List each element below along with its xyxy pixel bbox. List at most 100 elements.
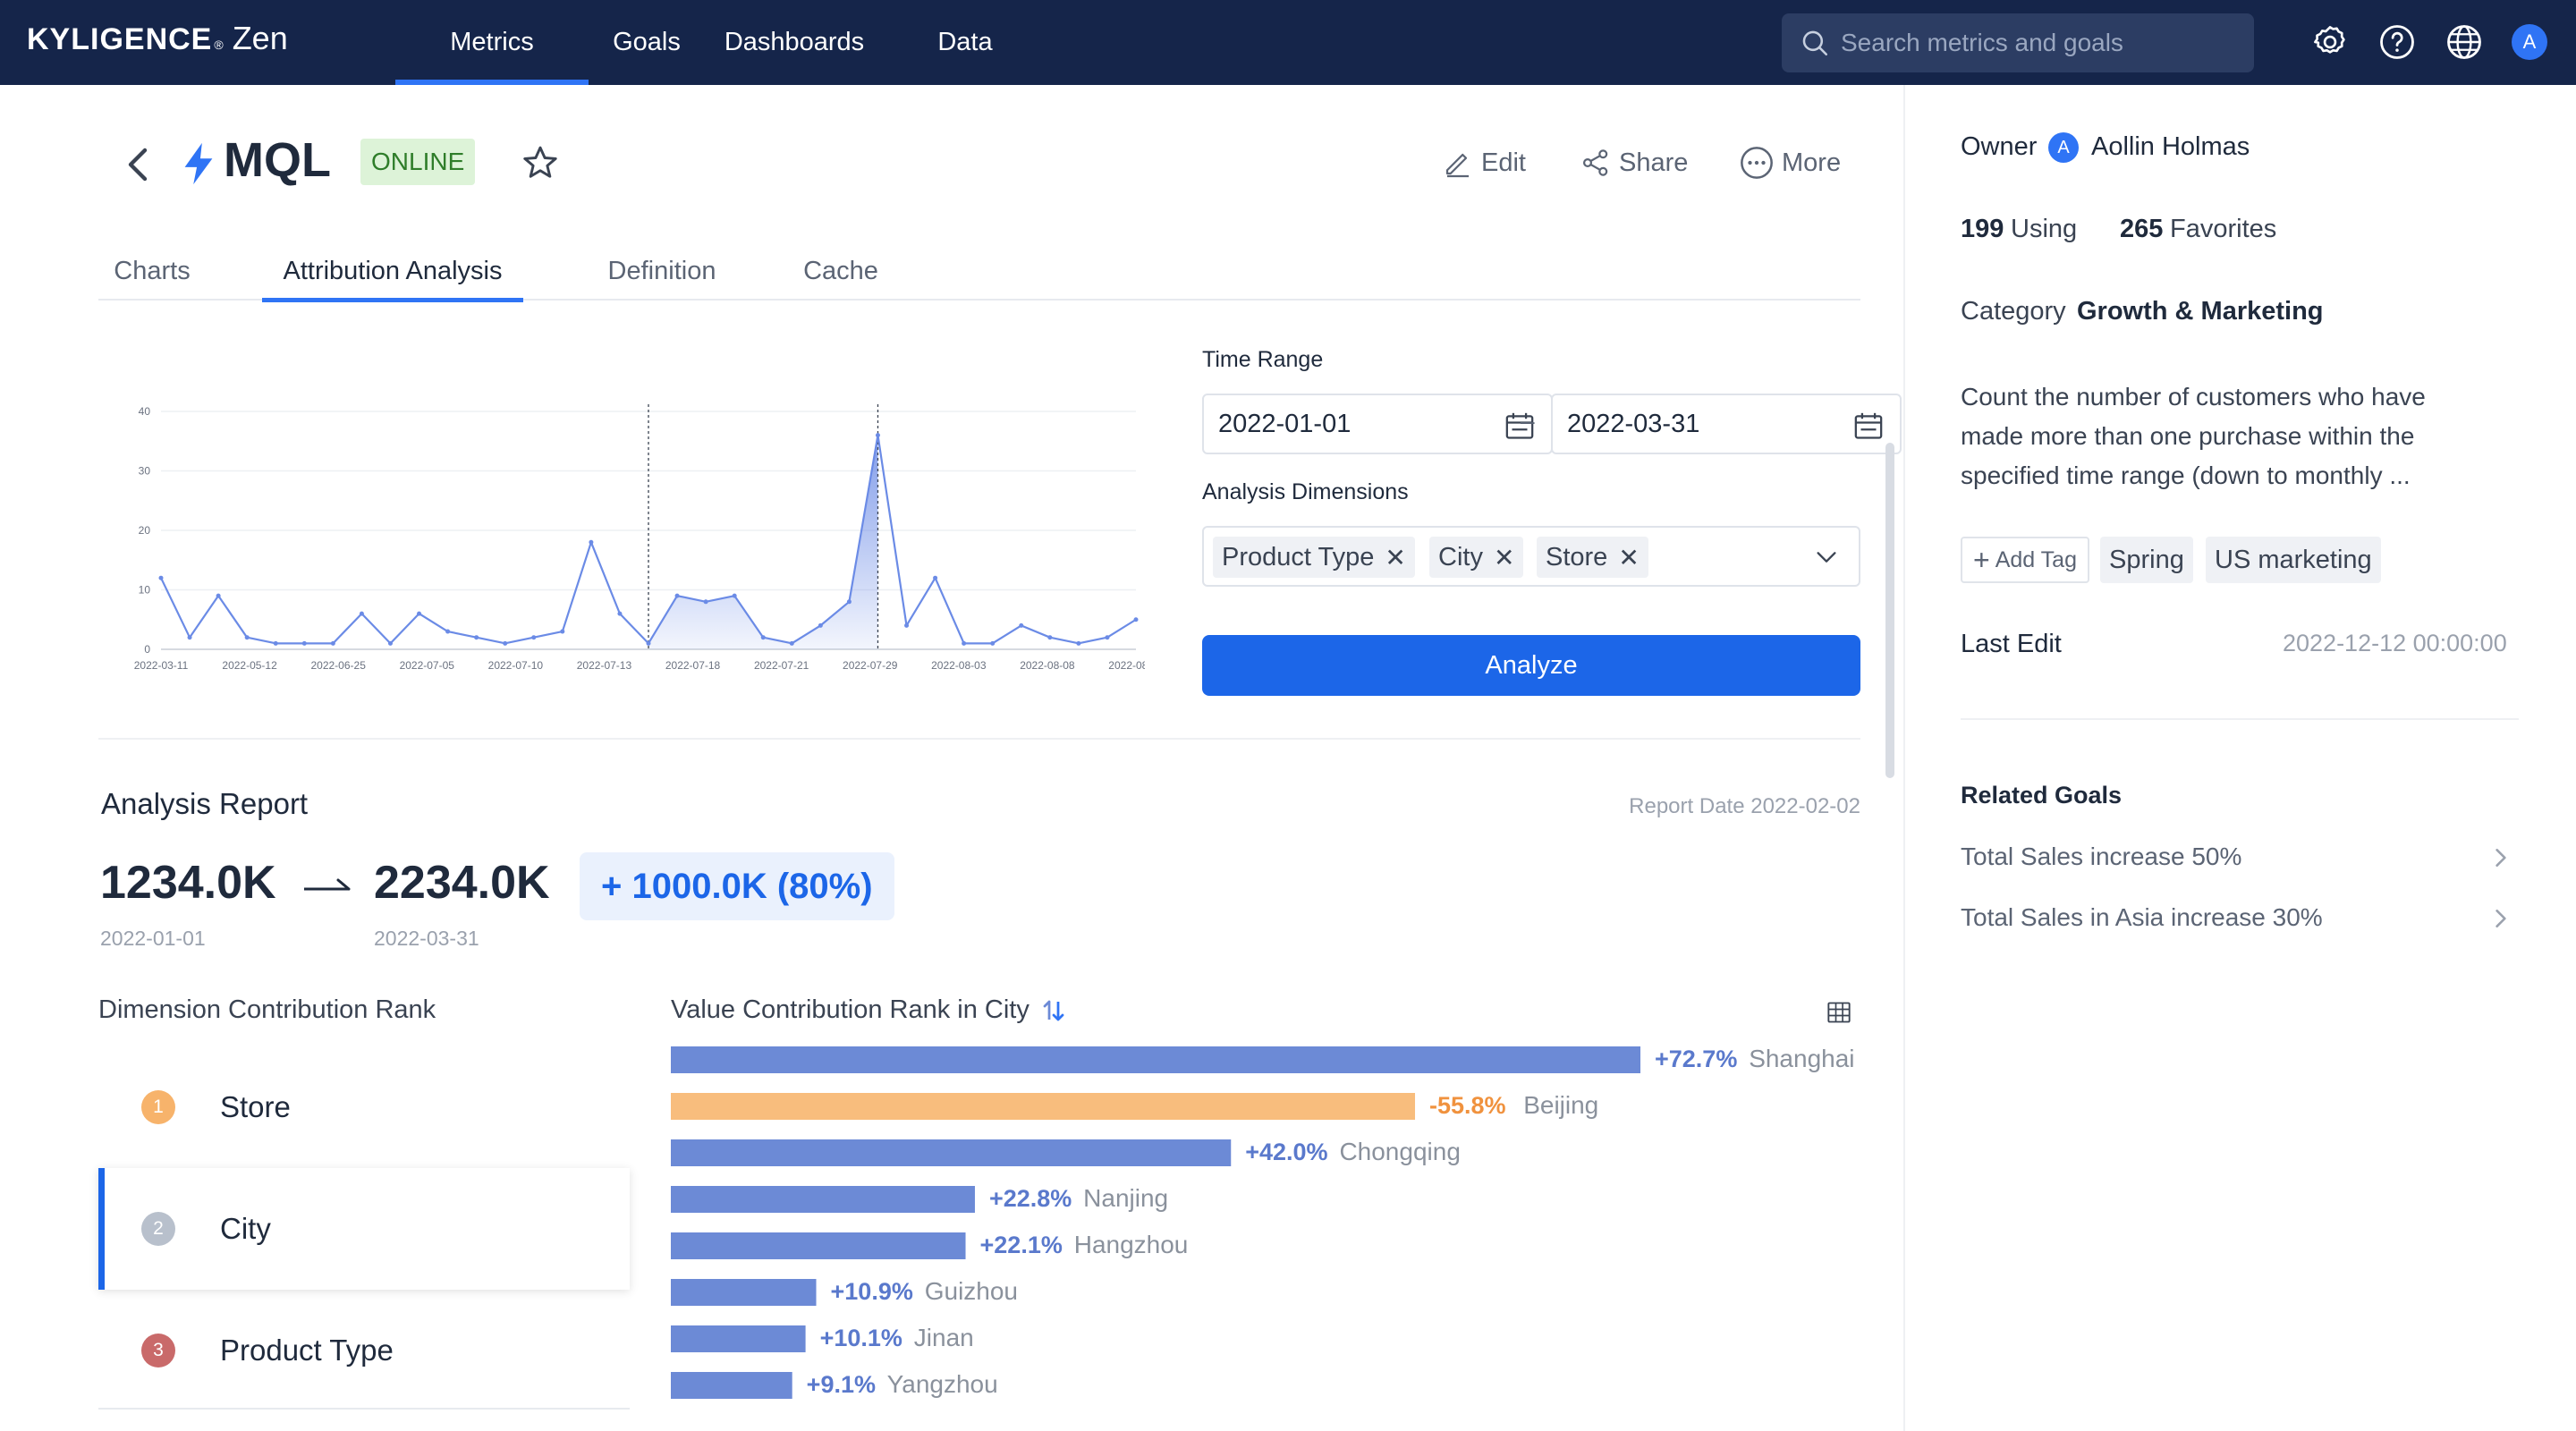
rank-label: Product Type bbox=[220, 1334, 394, 1367]
data-point[interactable] bbox=[818, 622, 823, 628]
edit-button[interactable]: Edit bbox=[1442, 143, 1526, 182]
add-tag-button[interactable]: + Add Tag bbox=[1961, 537, 2089, 583]
table-view-icon[interactable] bbox=[1826, 1000, 1852, 1025]
to-value: 2234.0K bbox=[374, 857, 550, 909]
tab-charts[interactable]: Charts bbox=[114, 256, 191, 285]
data-point[interactable] bbox=[503, 640, 508, 646]
contribution-bar[interactable] bbox=[671, 1279, 817, 1306]
search-input[interactable] bbox=[1841, 29, 2234, 57]
chevron-down-icon[interactable] bbox=[1814, 547, 1839, 567]
more-button[interactable]: More bbox=[1739, 143, 1841, 182]
dimensions-multiselect[interactable]: Product Type ✕ City ✕ Store ✕ bbox=[1202, 526, 1860, 587]
gear-icon[interactable] bbox=[2311, 23, 2349, 61]
x-tick-label: 2022-05-12 bbox=[222, 659, 277, 672]
trend-line-chart[interactable]: 0 10 20 30 40 2022-03-11 2022-05-12 2022-06-25 2… bbox=[134, 394, 1145, 680]
remove-tag-icon[interactable]: ✕ bbox=[1618, 543, 1640, 572]
end-date-picker[interactable]: 2022-03-31 bbox=[1551, 394, 1902, 454]
data-point[interactable] bbox=[1047, 635, 1053, 640]
data-point[interactable] bbox=[1019, 622, 1024, 628]
tab-bar: Charts Attribution Analysis Definition C… bbox=[98, 241, 1860, 302]
data-point[interactable] bbox=[789, 640, 794, 646]
favorite-star-icon[interactable] bbox=[521, 143, 560, 182]
related-goals-title: Related Goals bbox=[1961, 782, 2123, 809]
metric-description: Count the number of customers who have m… bbox=[1961, 383, 2426, 489]
help-icon[interactable] bbox=[2378, 23, 2416, 61]
change-badge: + 1000.0K (80%) bbox=[580, 852, 894, 920]
contribution-bar[interactable] bbox=[671, 1186, 975, 1213]
remove-tag-icon[interactable]: ✕ bbox=[1493, 543, 1515, 572]
data-point[interactable] bbox=[962, 640, 967, 646]
nav-data[interactable]: Data bbox=[937, 28, 993, 56]
sidebar-divider bbox=[1961, 718, 2519, 720]
data-point[interactable] bbox=[560, 629, 565, 634]
tag-spring[interactable]: Spring bbox=[2100, 537, 2193, 583]
rank-item-city[interactable]: 2 City bbox=[98, 1168, 630, 1290]
data-point[interactable] bbox=[846, 599, 852, 605]
tab-attribution-analysis[interactable]: Attribution Analysis bbox=[262, 241, 523, 302]
data-point[interactable] bbox=[301, 640, 307, 646]
data-point[interactable] bbox=[330, 640, 335, 646]
nav-goals[interactable]: Goals bbox=[613, 28, 681, 56]
dimension-tag-label: City bbox=[1438, 542, 1483, 572]
tag-us-marketing[interactable]: US marketing bbox=[2206, 537, 2381, 583]
nav-metrics[interactable]: Metrics bbox=[395, 0, 589, 85]
bar-value-label: +10.9% bbox=[831, 1278, 913, 1305]
contribution-bar[interactable] bbox=[671, 1372, 792, 1399]
data-point[interactable] bbox=[703, 599, 708, 605]
related-goal-item[interactable]: Total Sales in Asia increase 30% bbox=[1961, 896, 2519, 939]
bar-value-label: -55.8% bbox=[1429, 1092, 1506, 1119]
data-point[interactable] bbox=[387, 640, 393, 646]
x-tick-label: 2022-08-12 bbox=[1108, 659, 1145, 672]
data-point[interactable] bbox=[760, 635, 766, 640]
remove-tag-icon[interactable]: ✕ bbox=[1385, 543, 1406, 572]
sort-icon[interactable] bbox=[1040, 997, 1067, 1024]
related-goal-item[interactable]: Total Sales increase 50% bbox=[1961, 835, 2519, 878]
user-avatar[interactable]: A bbox=[2512, 24, 2547, 60]
data-point[interactable] bbox=[1076, 640, 1081, 646]
data-point[interactable] bbox=[244, 635, 250, 640]
app-logo[interactable]: KYLIGENCE ® Zen bbox=[27, 20, 288, 66]
data-point[interactable] bbox=[158, 575, 164, 580]
tab-definition[interactable]: Definition bbox=[607, 256, 716, 285]
contribution-bar[interactable] bbox=[671, 1046, 1640, 1073]
data-point[interactable] bbox=[445, 629, 451, 634]
search-box[interactable] bbox=[1782, 13, 2254, 72]
data-point[interactable] bbox=[359, 611, 364, 616]
data-point[interactable] bbox=[216, 593, 221, 598]
scrollbar-thumb[interactable] bbox=[1885, 443, 1894, 778]
data-point[interactable] bbox=[674, 593, 680, 598]
analysis-dimensions-label: Analysis Dimensions bbox=[1202, 479, 1409, 504]
favorites-label: Favorites bbox=[2170, 215, 2277, 243]
data-point[interactable] bbox=[474, 635, 479, 640]
data-point[interactable] bbox=[990, 640, 996, 646]
data-point[interactable] bbox=[589, 539, 594, 545]
data-point[interactable] bbox=[1133, 617, 1139, 622]
back-arrow-icon[interactable] bbox=[123, 147, 152, 182]
owner-name[interactable]: Aollin Holmas bbox=[2091, 132, 2250, 161]
analyze-button[interactable]: Analyze bbox=[1202, 635, 1860, 696]
data-point[interactable] bbox=[904, 622, 910, 628]
nav-dashboards[interactable]: Dashboards bbox=[724, 28, 865, 56]
data-point[interactable] bbox=[531, 635, 537, 640]
status-badge: ONLINE bbox=[360, 139, 476, 185]
data-point[interactable] bbox=[1105, 635, 1110, 640]
rank-item-store[interactable]: 1 Store bbox=[98, 1046, 630, 1168]
data-point[interactable] bbox=[646, 640, 651, 646]
globe-icon[interactable] bbox=[2445, 23, 2483, 61]
contribution-bar[interactable] bbox=[671, 1139, 1232, 1166]
using-count: 199 bbox=[1961, 215, 2004, 243]
data-point[interactable] bbox=[273, 640, 278, 646]
tab-cache[interactable]: Cache bbox=[803, 256, 878, 285]
data-point[interactable] bbox=[875, 433, 880, 438]
data-point[interactable] bbox=[417, 611, 422, 616]
data-point[interactable] bbox=[187, 635, 192, 640]
rank-item-product-type[interactable]: 3 Product Type bbox=[98, 1290, 630, 1411]
contribution-bar[interactable] bbox=[671, 1093, 1416, 1120]
share-button[interactable]: Share bbox=[1580, 143, 1688, 182]
contribution-bar[interactable] bbox=[671, 1325, 806, 1352]
start-date-picker[interactable]: 2022-01-01 bbox=[1202, 394, 1553, 454]
data-point[interactable] bbox=[617, 611, 623, 616]
data-point[interactable] bbox=[732, 593, 737, 598]
data-point[interactable] bbox=[933, 575, 938, 580]
contribution-bar[interactable] bbox=[671, 1232, 966, 1259]
